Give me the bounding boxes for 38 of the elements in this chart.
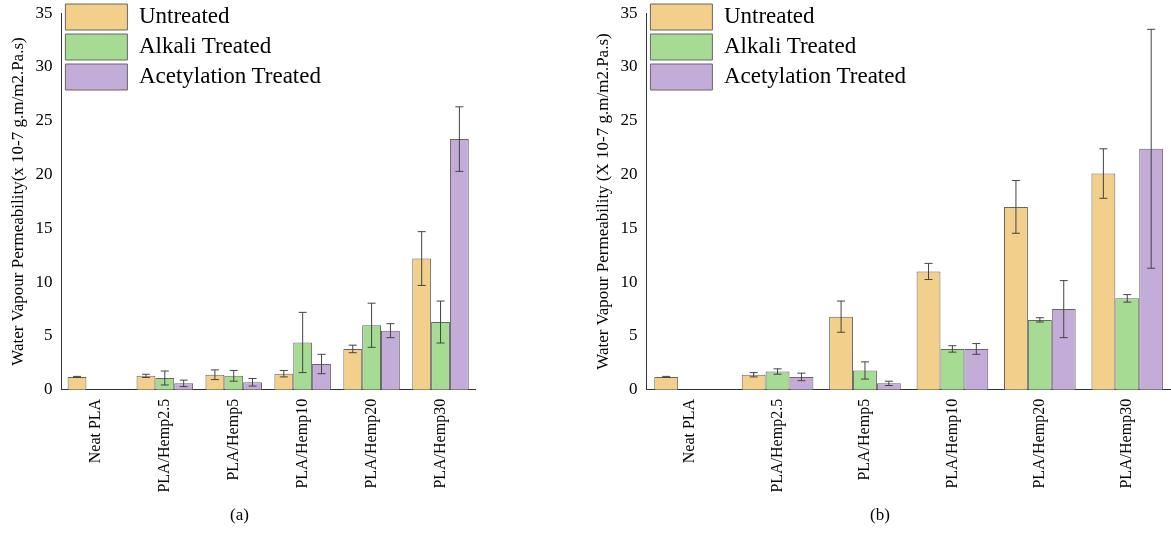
x-tick-label: PLA/Hemp30 [430,398,449,489]
x-tick-label: PLA/Hemp10 [292,398,311,489]
y-tick-label: 5 [43,325,53,345]
y-tick-label: 20 [620,164,638,184]
x-tick-label: PLA/Hemp30 [1117,398,1136,489]
x-tick-label: PLA/Hemp2.5 [767,398,786,493]
y-tick-label: 0 [628,379,638,399]
legend-label: Untreated [723,3,816,29]
y-tick-label: 35 [620,2,638,22]
y-tick-label: 35 [35,2,53,22]
text: (a) [230,505,249,525]
y-tick-label: 30 [620,56,638,76]
legend-label: Alkali Treated [723,33,857,59]
legend-label: Alkali Treated [138,33,272,59]
y-tick-label: 15 [620,217,638,237]
y-tick-label: 20 [35,164,53,184]
x-tick-label: PLA/Hemp20 [361,398,380,489]
x-tick-label: Neat PLA [86,398,104,464]
legend-label: Untreated [138,3,231,29]
text: (b) [870,505,890,525]
y-tick-label: 25 [35,110,53,130]
x-tick-label: PLA/Hemp5 [855,398,874,481]
y-tick-label: 30 [35,56,53,76]
y-axis-title: Water Vapour Permeability (X 10-7 g.m/m2.Pa.s) [592,33,612,370]
y-tick-label: 5 [628,325,638,345]
y-tick-label: 10 [35,271,53,291]
x-tick-label: PLA/Hemp20 [1030,398,1049,489]
x-tick-label: PLA/Hemp10 [942,398,961,489]
y-axis-title: Water Vapour Permeability(x 10-7 g.m/m2.Pa.s) [7,37,27,366]
legend-label: Acetylation Treated [723,63,907,89]
y-tick-label: 10 [620,271,638,291]
x-tick-label: PLA/Hemp2.5 [155,398,173,493]
y-tick-label: 0 [43,379,53,399]
x-tick-label: Neat PLA [680,398,698,464]
y-tick-label: 25 [620,110,638,130]
legend-label: Acetylation Treated [138,63,322,89]
y-tick-label: 15 [35,217,53,237]
x-tick-label: PLA/Hemp5 [223,398,242,481]
